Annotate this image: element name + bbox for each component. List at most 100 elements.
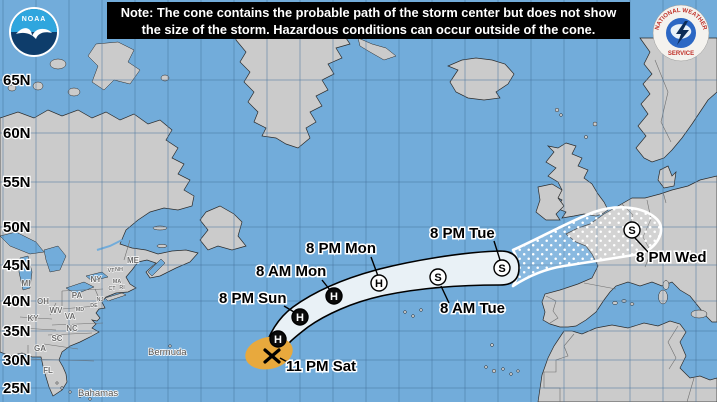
forecast-point-2: H <box>325 287 343 305</box>
lake-erie <box>65 281 95 295</box>
state-label: KY <box>27 314 39 323</box>
sicily <box>690 309 708 319</box>
madeira <box>490 343 494 347</box>
current-position-marker <box>263 348 281 364</box>
latitude-label: 60N <box>3 125 31 142</box>
latitude-label: 55N <box>3 174 31 191</box>
arctic-island <box>49 58 67 70</box>
azores <box>411 314 415 318</box>
azores <box>403 310 407 314</box>
azores <box>419 308 423 312</box>
intensity-letter: H <box>375 278 383 290</box>
intensity-letter: H <box>330 291 338 303</box>
forecast-cone-day1-3 <box>264 250 520 356</box>
state-label: MA <box>113 279 122 285</box>
arctic-island <box>32 81 44 91</box>
intensity-letter: H <box>274 334 282 346</box>
forecast-point-0: H <box>269 330 287 348</box>
time-labels: 11 PM Sat 8 PM Sun 8 AM Mon 8 PM Mon 8 A… <box>218 224 709 377</box>
state-label: GA <box>34 344 46 353</box>
ireland <box>535 183 565 221</box>
arctic-island-baffin <box>87 41 141 91</box>
state-label: SC <box>51 334 62 343</box>
forecast-point-6: S <box>623 221 641 239</box>
latitude-label: 25N <box>3 380 31 397</box>
noaa-logo: NOAA <box>9 7 59 57</box>
greenland-northeast <box>357 37 397 61</box>
bermuda-label: Bermuda <box>148 347 187 358</box>
time-label: 8 AM Mon <box>256 263 326 280</box>
bahamas-label: Bahamas <box>78 388 118 399</box>
noaa-bird-icon <box>16 28 52 39</box>
state-label: NH <box>115 267 123 273</box>
state-label: MD <box>76 307 85 313</box>
bahamas-island <box>88 397 92 401</box>
noaa-logo-text: NOAA <box>22 16 47 23</box>
state-label: NY <box>90 275 102 284</box>
latitude-label: 65N <box>3 72 31 89</box>
time-label: 8 PM Sun <box>219 290 287 307</box>
time-label: 8 PM Tue <box>430 225 495 242</box>
arctic-island <box>67 87 81 97</box>
north-africa <box>537 320 717 402</box>
bermuda-island <box>168 344 172 348</box>
state-label: PA <box>72 291 83 300</box>
state-label: VT <box>107 268 115 274</box>
latitude-label: 40N <box>3 293 31 310</box>
state-label: ME <box>127 256 140 265</box>
state-label: DE <box>90 303 98 309</box>
canary-island <box>509 372 513 376</box>
state-label: MI <box>22 279 31 288</box>
state-labels: MI OH WV KY VA PA NY ME NC SC GA FL NJ M… <box>21 255 140 375</box>
note-line-1: Note: The cone contains the probable pat… <box>120 5 617 20</box>
canary-island <box>484 365 488 369</box>
state-label: VA <box>65 312 76 321</box>
faroe-islands <box>554 107 560 113</box>
time-label: 8 PM Mon <box>306 240 376 257</box>
latitude-label: 35N <box>3 323 31 340</box>
canary-island <box>492 369 496 373</box>
scandinavia <box>635 37 717 163</box>
lakes <box>0 231 166 295</box>
state-label: NJ <box>96 297 103 303</box>
place-labels: Bermuda Bahamas <box>77 346 188 400</box>
bahamas-island <box>78 394 82 398</box>
time-label: 8 AM Tue <box>440 300 505 317</box>
canary-island <box>516 369 520 373</box>
balearic-island <box>629 302 635 306</box>
intensity-letter: H <box>296 312 304 324</box>
canary-island <box>501 367 505 371</box>
latitude-label: 30N <box>3 352 31 369</box>
great-britain <box>545 142 609 219</box>
orkney-islands <box>584 135 588 139</box>
st-lawrence-river <box>96 239 123 251</box>
intensity-letter: S <box>628 225 635 237</box>
latitude-label: 45N <box>3 257 31 274</box>
label-leader-lines <box>279 237 649 365</box>
corsica <box>662 280 670 290</box>
balearic-island <box>612 301 618 305</box>
nws-logo: NATIONAL WEATHER SERVICE <box>652 4 710 62</box>
forecast-point-5: S <box>493 259 511 277</box>
latitude-labels: 65N 60N 55N 50N 45N 40N 35N 30N 25N <box>2 71 32 398</box>
note-line-2: the size of the storm. Hazardous conditi… <box>141 22 596 37</box>
state-label: OH <box>37 297 49 306</box>
bay-of-fundy <box>147 258 166 277</box>
noaa-logo-sky <box>11 9 57 32</box>
current-time-label: 11 PM Sat <box>286 358 356 375</box>
lake-superior <box>0 231 45 255</box>
faroe-islands <box>559 113 563 117</box>
forecast-point-1: H <box>291 308 309 326</box>
prince-edward-island <box>156 244 168 248</box>
bahamas-island <box>55 381 59 385</box>
state-label: RI <box>119 285 125 291</box>
intensity-letter: S <box>498 263 505 275</box>
note-banner: Note: The cone contains the probable pat… <box>107 2 630 39</box>
time-label: 8 PM Wed <box>636 249 707 266</box>
shetland-islands <box>592 121 598 127</box>
state-label: WV <box>50 306 64 315</box>
forecast-point-4: S <box>429 268 447 286</box>
state-label: FL <box>43 366 53 375</box>
